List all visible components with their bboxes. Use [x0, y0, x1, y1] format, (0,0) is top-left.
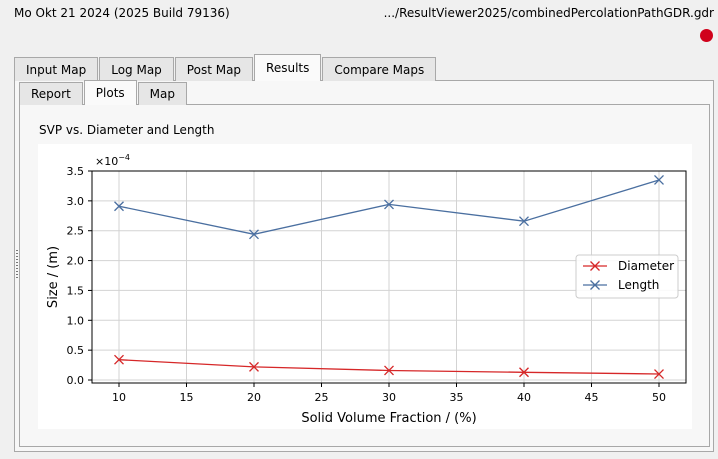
diameter-point	[114, 354, 124, 365]
y-tick-label: 2.5	[67, 225, 85, 238]
tab-compare-maps[interactable]: Compare Maps	[322, 57, 437, 81]
x-tick-label: 15	[180, 391, 194, 404]
x-axis-label: Solid Volume Fraction / (%)	[301, 411, 476, 426]
tab-input-map[interactable]: Input Map	[14, 57, 99, 81]
plot-title: SVP vs. Diameter and Length	[39, 123, 215, 137]
subtab-plots[interactable]: Plots	[83, 80, 137, 105]
date-build-label: Mo Okt 21 2024 (2025 Build 79136)	[14, 6, 230, 20]
diameter-point	[249, 361, 259, 372]
status-indicator-icon	[700, 29, 713, 42]
legend-length-marker	[590, 280, 600, 290]
chart-ticks: 10 15 20 25 30 35 40 45 50 0.0 0.5 1.0 1.5 2.0 2.5 3.0 3…	[67, 165, 667, 404]
y-tick-label: 3.0	[67, 195, 85, 208]
legend-diameter-label: Diameter	[618, 259, 674, 273]
length-point	[114, 201, 124, 212]
x-tick-label: 10	[112, 391, 126, 404]
x-tick-label: 35	[450, 391, 464, 404]
x-tick-label: 40	[517, 391, 531, 404]
diameter-point	[384, 365, 394, 376]
legend-diameter-marker	[590, 261, 600, 271]
tab-results[interactable]: Results	[254, 54, 322, 81]
length-point	[654, 174, 664, 185]
x-tick-label: 50	[652, 391, 666, 404]
chart-series	[114, 174, 664, 380]
sub-tab-bar: Report Plots Map	[19, 80, 188, 105]
x-tick-label: 20	[247, 391, 261, 404]
subtab-map[interactable]: Map	[137, 82, 187, 105]
y-scale-label: ×10−4	[95, 153, 130, 168]
main-tab-bar: Input Map Log Map Post Map Results Compare M…	[14, 54, 437, 81]
length-point	[249, 229, 259, 240]
y-tick-label: 1.5	[67, 284, 85, 297]
y-tick-label: 1.0	[67, 314, 85, 327]
length-point	[519, 216, 529, 227]
tab-log-map[interactable]: Log Map	[99, 57, 174, 81]
subtab-report[interactable]: Report	[19, 82, 83, 105]
tab-post-map[interactable]: Post Map	[174, 57, 254, 81]
file-path-label: .../ResultViewer2025/combinedPercolation…	[383, 6, 714, 20]
y-tick-label: 3.5	[67, 165, 85, 178]
splitter-handle[interactable]	[16, 250, 18, 278]
diameter-point	[654, 369, 664, 380]
x-tick-label: 30	[382, 391, 396, 404]
x-tick-label: 45	[585, 391, 599, 404]
y-tick-label: 2.0	[67, 255, 85, 268]
y-axis-label: Size / (m)	[46, 246, 61, 308]
legend-length-label: Length	[618, 278, 659, 292]
diameter-point	[519, 367, 529, 378]
y-tick-label: 0.0	[67, 374, 85, 387]
x-tick-label: 25	[315, 391, 329, 404]
chart-legend: Diameter Length	[575, 254, 679, 299]
length-point	[384, 199, 394, 210]
y-tick-label: 0.5	[67, 344, 85, 357]
